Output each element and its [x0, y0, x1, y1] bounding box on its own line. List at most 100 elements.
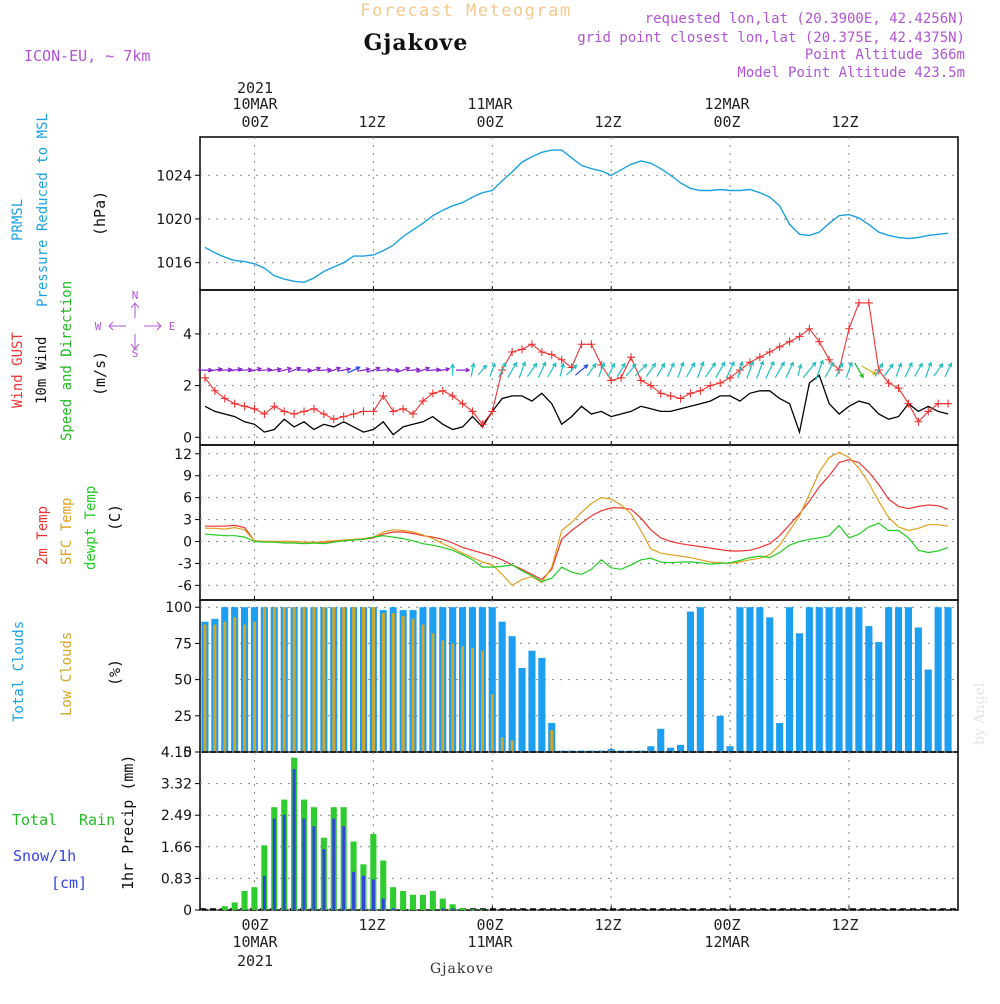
- wind-direction-arrow: [456, 368, 469, 372]
- wind-direction-arrow: [626, 364, 636, 376]
- top-hour-label-0: 00Z: [241, 113, 268, 131]
- snow-bar: [352, 872, 355, 910]
- temperature-ytick-label-0: -6: [178, 578, 192, 594]
- wind-direction-arrow: [548, 363, 556, 377]
- temperature-ytick-label-4: 6: [183, 491, 192, 507]
- wind-gust-marker: [250, 405, 258, 413]
- bottom-time-axis: 00Z 12Z 00Z 12Z 00Z 12Z 10MAR 11MAR 12MA…: [232, 916, 858, 977]
- wind-panel: 024: [183, 290, 958, 446]
- low-cloud-bar: [233, 617, 236, 752]
- low-cloud-bar: [431, 633, 434, 752]
- wind-frame: [200, 290, 958, 445]
- compass-arrows: [109, 303, 161, 349]
- wind-gust-marker: [439, 387, 447, 395]
- total-cloud-bar: [865, 626, 872, 752]
- cloud-label-total: Total Clouds: [11, 621, 27, 722]
- precip-panel: 00.831.662.493.324.15: [161, 745, 958, 919]
- wind-gust-marker: [895, 384, 903, 392]
- low-cloud-bar: [322, 607, 325, 752]
- wind-direction-arrow: [757, 361, 764, 379]
- low-cloud-bar: [451, 643, 454, 752]
- low-cloud-bar: [223, 622, 226, 752]
- wind-gust-marker: [716, 379, 724, 387]
- low-cloud-bar: [491, 694, 494, 752]
- top-hour-label-2: 00Z: [476, 113, 503, 131]
- snow-bar: [303, 819, 306, 910]
- temp-label-dewpt: dewpt Temp: [83, 486, 99, 570]
- temp-sfc-line: [205, 452, 948, 585]
- wind-gust-marker: [587, 340, 595, 348]
- temp-ylabel: (C): [106, 504, 124, 531]
- precip-ytick-label-3: 2.49: [161, 808, 192, 824]
- wind-gust-marker: [855, 299, 863, 307]
- wind-direction-arrow: [915, 364, 923, 377]
- wind-gust-marker: [241, 402, 249, 410]
- top-hour-label-3: 12Z: [594, 113, 621, 131]
- total-cloud-bar: [855, 607, 862, 752]
- wind-direction-arrow: [716, 362, 725, 377]
- wind-gust-marker: [627, 353, 635, 361]
- low-cloud-bar: [283, 607, 286, 752]
- wind-gust-marker: [756, 353, 764, 361]
- clouds-ytick-label-2: 50: [174, 673, 192, 689]
- low-cloud-bar: [412, 619, 415, 752]
- wind-direction-arrow: [905, 363, 912, 377]
- total-cloud-bar: [776, 723, 783, 752]
- wind-direction-arrow: [775, 362, 784, 377]
- wind-direction-arrow: [803, 363, 816, 378]
- total-cloud-bar: [687, 612, 694, 752]
- snow-bar: [322, 849, 325, 910]
- wind-10m-line: [205, 375, 948, 434]
- rain-bar: [390, 887, 396, 910]
- wind-gust-marker: [548, 351, 556, 359]
- total-cloud-bar: [528, 651, 535, 752]
- clouds-ytick-label-1: 25: [174, 709, 192, 725]
- point-altitude: Point Altitude 366m: [805, 47, 965, 63]
- low-cloud-bar: [273, 607, 276, 752]
- wind-gust-marker: [290, 410, 298, 418]
- wind-gust-marker: [359, 407, 367, 415]
- precip-label-cm: [cm]: [51, 874, 87, 892]
- total-cloud-bar: [647, 746, 654, 752]
- low-cloud-bar: [263, 607, 266, 752]
- pressure-ylabel: (hPa): [91, 191, 109, 236]
- wind-gust-marker: [766, 348, 774, 356]
- low-cloud-bar: [481, 651, 484, 752]
- total-cloud-bar: [925, 670, 932, 753]
- total-cloud-bar: [786, 607, 793, 752]
- total-cloud-bar: [845, 607, 852, 752]
- snow-bar: [273, 819, 276, 910]
- low-cloud-bar: [362, 607, 365, 752]
- bottom-hour-label-4: 00Z: [713, 916, 740, 934]
- requested-location: requested lon,lat (20.3900E, 42.4256N): [645, 11, 965, 27]
- precip-ytick-label-1: 0.83: [161, 871, 192, 887]
- precip-ytick-label-5: 4.15: [161, 745, 192, 761]
- clouds-ytick-label-3: 75: [174, 636, 192, 652]
- pressure-label-prmsl: PRMSL: [10, 199, 26, 241]
- clouds-ytick-label-4: 100: [165, 600, 192, 616]
- top-date-label-2: 11MAR: [467, 95, 513, 113]
- snow-bar: [263, 876, 266, 910]
- wind-gust-marker: [389, 407, 397, 415]
- wind-direction-arrow: [855, 363, 863, 378]
- total-cloud-bar: [806, 607, 813, 752]
- low-cloud-bar: [332, 607, 335, 752]
- rain-bar: [400, 891, 406, 910]
- temperature-ytick-label-6: 12: [174, 447, 192, 463]
- wind-direction-arrow: [698, 362, 704, 378]
- bottom-hour-label-0: 00Z: [241, 916, 268, 934]
- rain-bar: [460, 908, 466, 910]
- wind-label-10m: 10m Wind: [34, 337, 50, 404]
- wind-direction-arrow: [646, 364, 655, 377]
- bottom-date-label-0: 10MAR: [232, 933, 278, 951]
- cloud-label-low: Low Clouds: [59, 632, 75, 716]
- low-cloud-bar: [471, 648, 474, 752]
- wind-gust-marker: [577, 340, 585, 348]
- total-cloud-bar: [816, 607, 823, 752]
- wind-ytick-label-2: 4: [183, 327, 192, 343]
- total-cloud-bar: [736, 607, 743, 752]
- low-cloud-bar: [392, 613, 395, 752]
- wind-gust-marker: [677, 395, 685, 403]
- total-cloud-bar: [746, 607, 753, 752]
